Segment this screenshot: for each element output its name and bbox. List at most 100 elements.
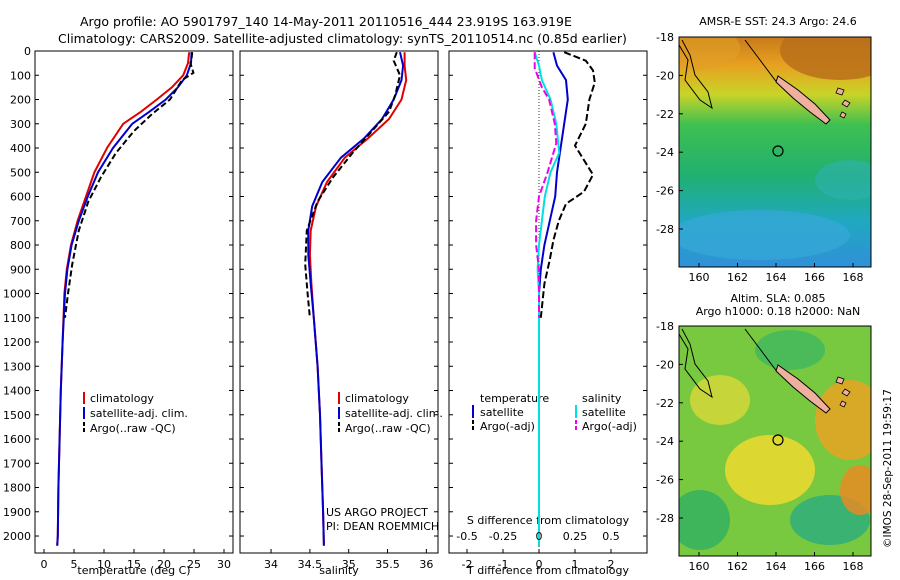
salinity-xtick-label: 36 xyxy=(419,558,433,571)
map-ytick-label: -28 xyxy=(656,512,674,525)
diff-x2tick-label: -0.25 xyxy=(489,530,517,543)
diff-xtick-label: -2 xyxy=(462,558,473,571)
diff-x2tick-label: 0.5 xyxy=(602,530,620,543)
salinity-series-3-line xyxy=(304,51,402,318)
salinity-panel: climatology satellite-adj. clim. Argo(..… xyxy=(239,50,443,577)
header-line2: Climatology: CARS2009. Satellite-adjuste… xyxy=(58,31,627,46)
depth-tick-label: 100 xyxy=(10,69,31,82)
sla-map-title: Altim. SLA: 0.085 xyxy=(730,292,825,305)
temperature-xtick-label: 0 xyxy=(41,558,48,571)
depth-tick-label: 700 xyxy=(10,215,31,228)
temperature-xtick-label: 10 xyxy=(97,558,111,571)
depth-tick-label: 2000 xyxy=(3,530,31,543)
depth-tick-label: 900 xyxy=(10,263,31,276)
salinity-xlabel: salinity xyxy=(319,564,359,577)
project-annotation-2: PI: DEAN ROEMMICH xyxy=(326,520,439,533)
temperature-xtick-label: 5 xyxy=(71,558,78,571)
diff-legend-t-argo: Argo(-adj) xyxy=(480,420,535,433)
map-xtick-label: 166 xyxy=(804,271,825,284)
depth-tick-label: 1700 xyxy=(3,457,31,470)
new-caledonia-island-2 xyxy=(775,364,831,414)
depth-tick-label: 1800 xyxy=(3,482,31,495)
map-xtick-label: 164 xyxy=(766,271,787,284)
sla-high-2 xyxy=(815,380,871,460)
depth-tick-label: 1500 xyxy=(3,409,31,422)
depth-tick-label: 1900 xyxy=(3,506,31,519)
diff-xtick-label: 0 xyxy=(536,558,543,571)
map-ytick-label: -26 xyxy=(656,185,674,198)
salinity-series-2-line xyxy=(307,51,405,546)
map-2-axes: 160 162 164 166 168 -18 -20 -22 -24 -26 -28 xyxy=(656,320,863,573)
sla-low-1 xyxy=(679,490,730,550)
salinity-legend-3: Argo(..raw -QC) xyxy=(345,422,431,435)
map-ytick-label: -24 xyxy=(656,146,674,159)
sst-map-title: AMSR-E SST: 24.3 Argo: 24.6 xyxy=(699,15,857,28)
temperature-series-1-line xyxy=(56,52,191,546)
depth-tick-label: 600 xyxy=(10,191,31,204)
map-1-axes: 160 162 164 166 168 -18 -20 -22 -24 -26 -28 xyxy=(656,31,863,284)
map-ytick-label: -24 xyxy=(656,435,674,448)
diff-xtick-label: 2 xyxy=(608,558,615,571)
diff-series-1-line xyxy=(538,51,569,546)
diff-x2tick-label: 0 xyxy=(536,530,543,543)
map-xtick-label: 162 xyxy=(727,271,748,284)
map-ytick-label: -22 xyxy=(656,108,674,121)
imos-credit: ©IMOS 28-Sep-2011 19:59:17 xyxy=(882,389,894,548)
sla-high-3 xyxy=(690,375,750,425)
map-xtick-label: 168 xyxy=(843,271,864,284)
sla-map: Altim. SLA: 0.085 Argo h1000: 0.18 h2000… xyxy=(678,292,872,557)
loyalty-islands xyxy=(835,87,851,119)
salinity-legend-1: climatology xyxy=(345,392,409,405)
temperature-series-2-line xyxy=(56,52,193,546)
salinity-xtick-label: 35.5 xyxy=(375,558,400,571)
temperature-series-3-line xyxy=(64,52,195,318)
map-xtick-label: 166 xyxy=(804,560,825,573)
map-ytick-label: -18 xyxy=(656,31,674,44)
map-ytick-label: -26 xyxy=(656,474,674,487)
argo-position-marker-2 xyxy=(772,434,784,446)
diff-x2tick-label: 0.25 xyxy=(563,530,588,543)
salinity-legend-2: satellite-adj. clim. xyxy=(345,407,443,420)
australia-coast-2 xyxy=(679,328,713,399)
diff-x2label: S difference from climatology xyxy=(467,514,630,527)
sst-warm-patch xyxy=(780,37,871,80)
temperature-xtick-label: 30 xyxy=(217,558,231,571)
depth-tick-label: 1300 xyxy=(3,360,31,373)
sla-high-1 xyxy=(725,435,815,505)
temperature-xtick-label: 20 xyxy=(157,558,171,571)
project-annotation-1: US ARGO PROJECT xyxy=(326,506,428,519)
sla-low-3 xyxy=(755,330,825,370)
sst-map: AMSR-E SST: 24.3 Argo: 24.6 xyxy=(678,15,872,268)
depth-tick-label: 200 xyxy=(10,94,31,107)
diff-legend-s-satellite: satellite xyxy=(582,406,626,419)
sla-map-subtitle: Argo h1000: 0.18 h2000: NaN xyxy=(696,305,861,318)
map-ytick-label: -18 xyxy=(656,320,674,333)
salinity-xtick-label: 34 xyxy=(264,558,278,571)
diff-x2tick-label: -0.5 xyxy=(456,530,477,543)
diff-legend-t-satellite: satellite xyxy=(480,406,524,419)
depth-tick-label: 1200 xyxy=(3,336,31,349)
sst-cool-patch xyxy=(679,210,850,260)
sst-warm-patch-2 xyxy=(679,37,740,70)
depth-tick-label: 300 xyxy=(10,118,31,131)
australia-coast xyxy=(679,39,713,110)
diff-legend-salinity: salinity xyxy=(582,392,622,405)
diff-series-2-line xyxy=(539,51,596,318)
depth-tick-label: 1400 xyxy=(3,385,31,398)
temperature-xlabel: temperature (deg C) xyxy=(77,564,190,577)
difference-panel: temperature satellite Argo(-adj) salinit… xyxy=(448,50,648,577)
map-xtick-label: 168 xyxy=(843,560,864,573)
map-xtick-label: 164 xyxy=(766,560,787,573)
map-ytick-label: -20 xyxy=(656,358,674,371)
map-ytick-label: -28 xyxy=(656,223,674,236)
depth-tick-label: 1600 xyxy=(3,433,31,446)
map-xtick-label: 162 xyxy=(727,560,748,573)
map-xtick-label: 160 xyxy=(689,271,710,284)
diff-frame xyxy=(448,50,648,554)
sst-cool-patch-2 xyxy=(815,160,871,200)
diff-xtick-label: 1 xyxy=(572,558,579,571)
diff-xlabel: T difference from climatology xyxy=(466,564,629,577)
diff-legend-temperature: temperature xyxy=(480,392,549,405)
temperature-legend-2: satellite-adj. clim. xyxy=(90,407,188,420)
diff-series-4-line xyxy=(533,52,558,318)
